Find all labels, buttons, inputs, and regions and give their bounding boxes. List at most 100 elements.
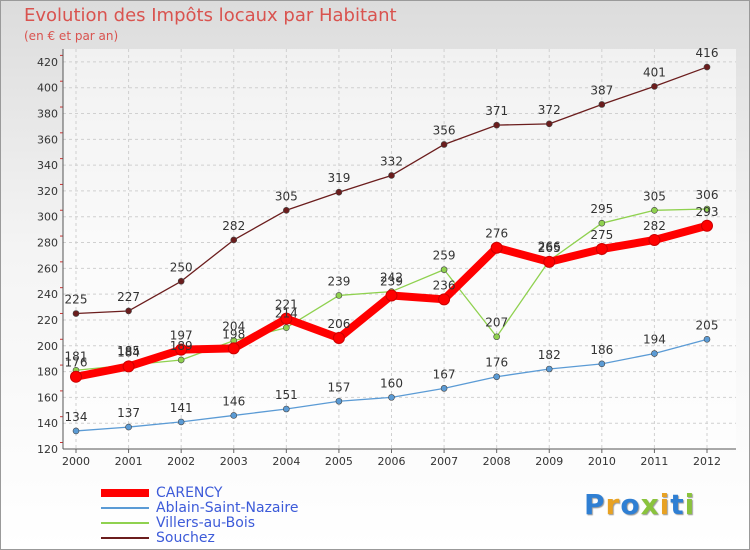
logo-letter: i [684,488,696,521]
data-label: 416 [696,46,719,60]
data-point [701,219,713,232]
legend-label: Villers-au-Bois [156,515,256,531]
x-tick-label: 2005 [325,455,353,468]
data-point [388,172,395,179]
data-label: 198 [222,327,245,341]
data-point [545,120,553,128]
y-tick-label: 280 [37,237,58,250]
data-point [125,423,132,431]
y-tick-label: 160 [37,391,58,404]
data-label: 205 [696,318,719,332]
data-point [543,255,556,268]
data-label: 259 [433,249,456,263]
legend-swatch [101,537,149,539]
data-label: 239 [380,274,403,288]
data-label: 282 [222,219,245,233]
legend-label: Souchez [156,530,215,546]
data-point [388,394,395,401]
data-label: 189 [170,339,193,353]
y-tick-label: 120 [37,443,58,456]
y-tick-label: 200 [37,340,58,353]
data-point [651,206,658,214]
data-label: 275 [590,228,613,242]
x-tick-label: 2010 [588,455,616,468]
data-point [493,121,500,129]
data-label: 194 [643,333,666,347]
data-label: 176 [65,356,88,370]
data-point [70,370,82,383]
data-label: 401 [643,65,666,79]
x-tick-label: 2012 [693,455,721,468]
data-label: 332 [380,154,403,168]
x-tick-label: 2011 [640,455,668,468]
series-layer [70,63,713,435]
data-point [177,418,185,426]
data-point [703,336,711,343]
data-label: 141 [170,401,193,415]
data-point [335,397,343,405]
data-point [227,342,240,355]
data-label: 137 [117,406,140,420]
y-tick-label: 300 [37,211,58,224]
data-label: 239 [327,274,350,288]
data-point [175,343,188,356]
data-label: 207 [485,316,508,330]
data-point [651,83,658,90]
y-tick-label: 340 [37,159,58,172]
data-label: 181 [65,349,88,363]
x-tick-label: 2006 [378,455,406,468]
data-label: 250 [170,260,193,274]
x-tick-label: 2004 [272,455,300,468]
axes: 120 140 160 180 200 220 240 260 280 300 320 340 360 3… [37,49,736,468]
chart-subtitle: (en € et par an) [24,29,119,43]
data-point [335,188,343,196]
chart-title: Evolution des Impôts locaux par Habitant [24,5,397,26]
data-point [703,205,711,213]
data-point [598,360,606,368]
y-tick-label: 380 [37,108,58,121]
data-label: 305 [643,189,666,203]
data-label: 176 [485,356,508,370]
data-label: 151 [275,388,298,402]
data-label: 295 [590,202,613,216]
y-tick-label: 360 [37,133,58,146]
data-label: 371 [485,104,508,118]
data-label: 276 [485,227,508,241]
data-point [230,412,238,419]
data-label: 185 [117,344,140,358]
data-label: 167 [433,367,456,381]
data-label: 319 [327,171,350,185]
data-point [177,356,185,364]
data-point [440,266,448,273]
data-point [280,312,293,325]
y-tick-label: 260 [37,262,58,275]
data-point [335,292,343,299]
y-tick-label: 140 [37,417,58,430]
data-point [545,365,553,373]
data-point [440,385,448,392]
data-label: 160 [380,376,403,390]
data-point [490,241,503,254]
data-label: 214 [275,307,298,321]
data-point [125,307,132,315]
data-label: 356 [433,123,456,137]
x-tick-label: 2001 [115,455,143,468]
data-label: 266 [538,240,561,254]
data-label: 293 [696,205,719,219]
data-label: 282 [643,219,666,233]
logo-letter: P [584,488,606,521]
data-label: 265 [538,241,561,255]
x-tick-label: 2002 [167,455,195,468]
data-label: 146 [222,394,245,408]
data-point [332,332,345,345]
y-tick-label: 220 [37,314,58,327]
data-label: 236 [433,278,456,292]
data-point [598,101,606,108]
logo-letter: x [640,488,660,521]
data-label: 134 [65,410,88,424]
y-tick-label: 180 [37,366,58,379]
data-label: 186 [590,343,613,357]
logo-letter: r [605,488,621,521]
